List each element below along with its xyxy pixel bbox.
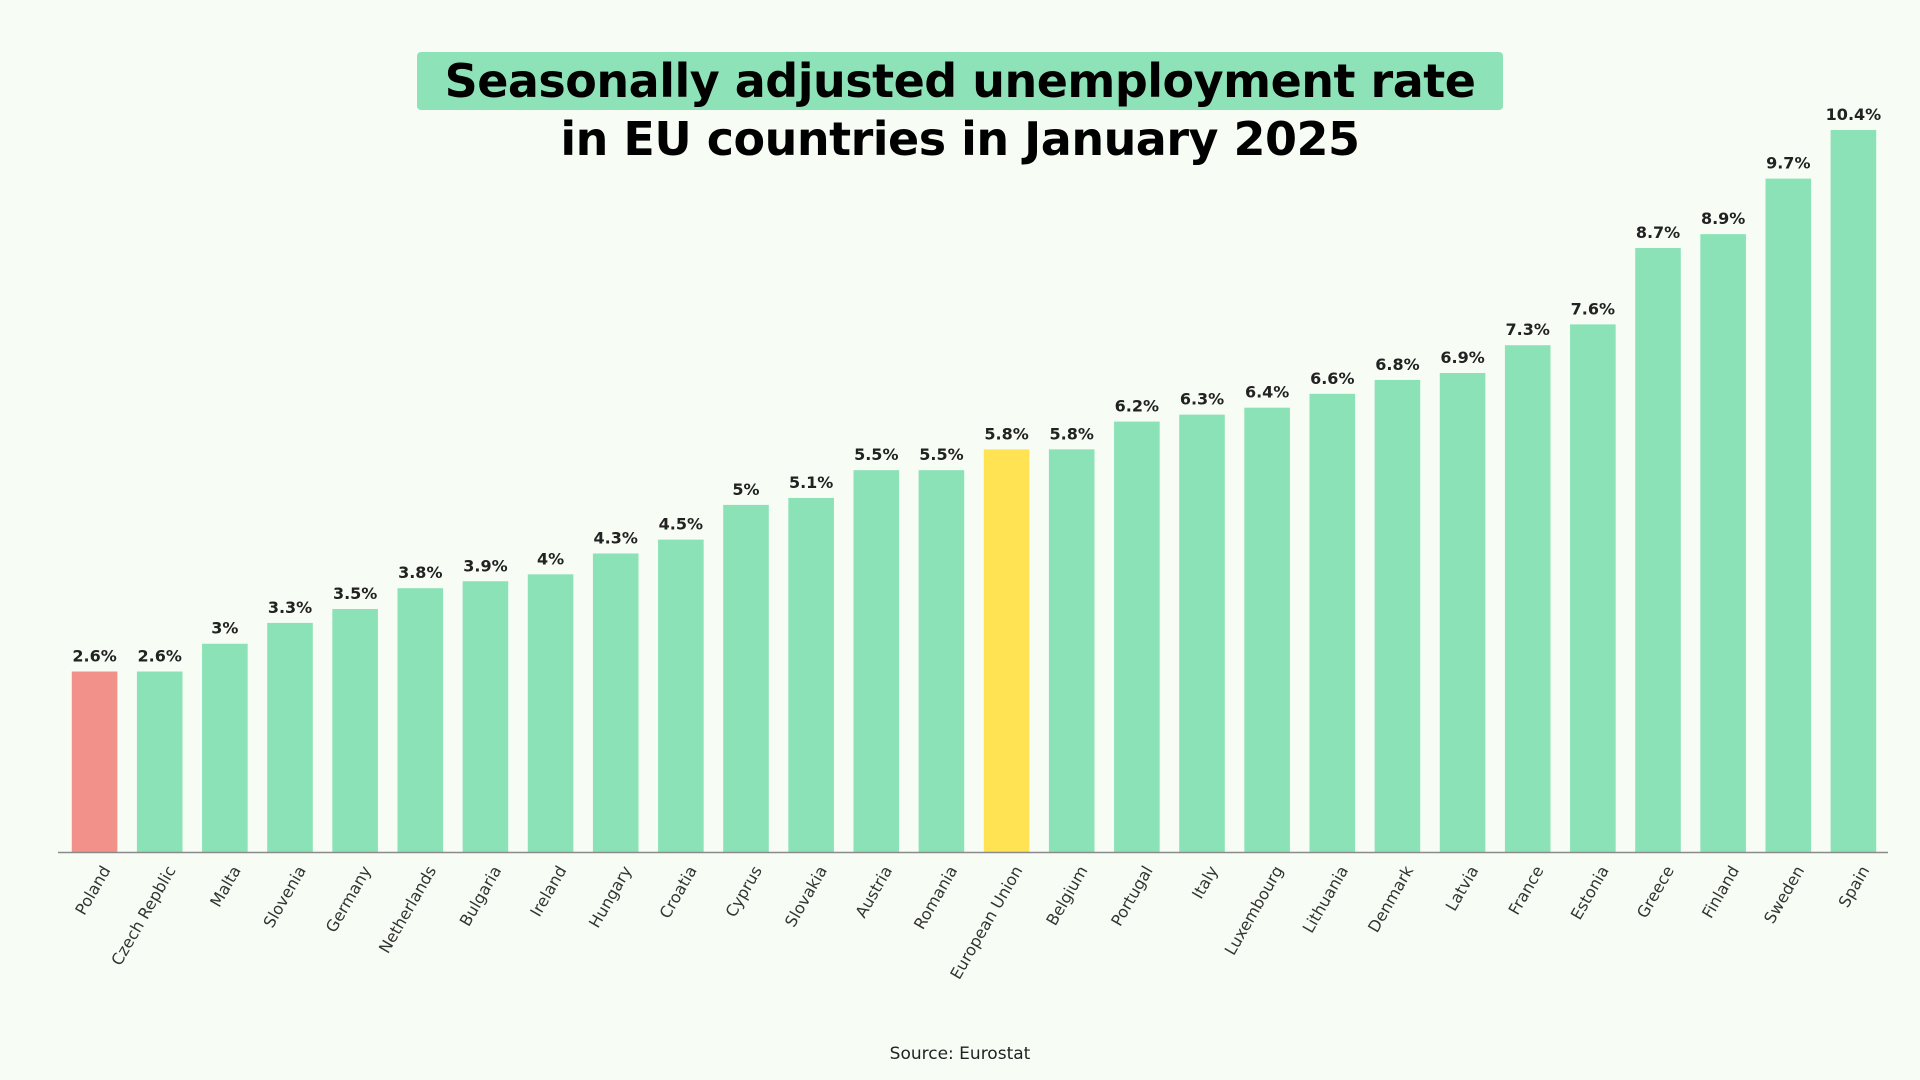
bar-chart: 2.6% 2.6% 3% 3.3% 3.5% 3.8% 3.9% 4% 4.3% 4.5% 5% 5.… bbox=[58, 105, 1888, 983]
value-label-bulgaria: 3.9% bbox=[463, 556, 507, 575]
value-label-poland: 2.6% bbox=[72, 647, 116, 666]
value-label-czech-repblic: 2.6% bbox=[138, 647, 182, 666]
bar-austria bbox=[853, 470, 900, 852]
category-label-belgium: Belgium bbox=[1042, 863, 1091, 929]
value-label-croatia: 4.5% bbox=[659, 515, 703, 534]
category-label-sweden: Sweden bbox=[1760, 863, 1808, 927]
category-label-romania: Romania bbox=[910, 863, 961, 933]
value-label-ireland: 4% bbox=[537, 549, 564, 568]
chart-title: Seasonally adjusted unemployment rate in… bbox=[0, 52, 1920, 168]
category-label-spain: Spain bbox=[1834, 863, 1873, 911]
category-label-slovenia: Slovenia bbox=[259, 863, 310, 931]
bar-poland bbox=[71, 671, 118, 852]
value-label-finland: 8.9% bbox=[1701, 209, 1745, 228]
value-label-slovakia: 5.1% bbox=[789, 473, 833, 492]
value-label-portugal: 6.2% bbox=[1115, 397, 1159, 416]
category-label-cyprus: Cyprus bbox=[721, 863, 765, 921]
value-label-austria: 5.5% bbox=[854, 445, 898, 464]
value-label-lithuania: 6.6% bbox=[1310, 369, 1354, 388]
bars-group bbox=[71, 130, 1877, 853]
category-label-denmark: Denmark bbox=[1364, 862, 1418, 936]
bar-netherlands bbox=[397, 588, 444, 852]
category-label-malta: Malta bbox=[206, 863, 245, 911]
bar-malta bbox=[202, 643, 248, 852]
category-label-lithuania: Lithuania bbox=[1299, 863, 1353, 937]
category-label-italy: Italy bbox=[1188, 863, 1222, 903]
value-labels-group: 2.6% 2.6% 3% 3.3% 3.5% 3.8% 3.9% 4% 4.3% 4.5% 5% 5.… bbox=[72, 105, 1881, 666]
chart-title-line-2: in EU countries in January 2025 bbox=[560, 112, 1360, 166]
value-label-sweden: 9.7% bbox=[1766, 154, 1810, 173]
bar-czech-repblic bbox=[136, 671, 183, 852]
bar-romania bbox=[918, 470, 965, 852]
category-label-bulgaria: Bulgaria bbox=[456, 863, 506, 930]
value-label-european-union: 5.8% bbox=[984, 424, 1028, 443]
category-label-portugal: Portugal bbox=[1107, 863, 1157, 930]
bar-italy bbox=[1179, 414, 1225, 852]
category-label-finland: Finland bbox=[1698, 863, 1743, 922]
bar-spain bbox=[1830, 130, 1877, 852]
value-label-malta: 3% bbox=[211, 619, 238, 638]
bar-finland bbox=[1700, 234, 1746, 852]
value-label-belgium: 5.8% bbox=[1050, 424, 1094, 443]
bar-croatia bbox=[658, 539, 704, 852]
value-label-greece: 8.7% bbox=[1636, 223, 1680, 242]
bar-denmark bbox=[1374, 379, 1421, 852]
bar-france bbox=[1504, 345, 1551, 852]
category-label-hungary: Hungary bbox=[585, 863, 636, 932]
value-label-netherlands: 3.8% bbox=[398, 563, 442, 582]
category-label-ireland: Ireland bbox=[526, 863, 570, 920]
bar-luxembourg bbox=[1244, 407, 1290, 852]
category-label-slovakia: Slovakia bbox=[781, 863, 831, 931]
category-label-latvia: Latvia bbox=[1442, 863, 1483, 915]
category-label-netherlands: Netherlands bbox=[375, 863, 440, 957]
category-label-czech-repblic: Czech Repblic bbox=[107, 863, 179, 969]
category-label-germany: Germany bbox=[322, 863, 375, 936]
category-label-croatia: Croatia bbox=[656, 863, 701, 922]
bar-latvia bbox=[1439, 372, 1486, 852]
bar-greece bbox=[1635, 248, 1681, 852]
category-label-luxembourg: Luxembourg bbox=[1221, 863, 1287, 959]
value-label-france: 7.3% bbox=[1506, 320, 1550, 339]
bar-germany bbox=[332, 609, 378, 852]
category-label-france: France bbox=[1505, 863, 1548, 919]
bar-hungary bbox=[592, 553, 639, 852]
value-label-estonia: 7.6% bbox=[1571, 299, 1615, 318]
category-label-estonia: Estonia bbox=[1567, 863, 1613, 924]
category-label-austria: Austria bbox=[851, 863, 896, 921]
value-label-romania: 5.5% bbox=[919, 445, 963, 464]
value-label-italy: 6.3% bbox=[1180, 390, 1224, 409]
value-label-cyprus: 5% bbox=[732, 480, 759, 499]
value-label-slovenia: 3.3% bbox=[268, 598, 312, 617]
bar-slovakia bbox=[788, 497, 834, 852]
category-label-poland: Poland bbox=[71, 863, 114, 919]
value-label-denmark: 6.8% bbox=[1375, 355, 1419, 374]
bar-ireland bbox=[527, 574, 574, 852]
bar-belgium bbox=[1048, 449, 1095, 852]
value-label-latvia: 6.9% bbox=[1440, 348, 1484, 367]
value-label-luxembourg: 6.4% bbox=[1245, 383, 1289, 402]
bar-cyprus bbox=[723, 504, 769, 852]
category-label-greece: Greece bbox=[1633, 863, 1678, 922]
bar-slovenia bbox=[267, 622, 313, 852]
chart-title-line-1: Seasonally adjusted unemployment rate bbox=[416, 52, 1504, 110]
category-label-european-union: European Union bbox=[946, 863, 1026, 983]
bar-estonia bbox=[1570, 324, 1616, 852]
value-label-germany: 3.5% bbox=[333, 584, 377, 603]
bar-lithuania bbox=[1309, 393, 1356, 852]
bar-european-union bbox=[983, 449, 1030, 852]
bar-sweden bbox=[1765, 178, 1812, 853]
value-label-hungary: 4.3% bbox=[594, 528, 638, 547]
bar-bulgaria bbox=[462, 581, 509, 852]
source-note: Source: Eurostat bbox=[889, 1044, 1031, 1064]
value-label-spain: 10.4% bbox=[1826, 105, 1882, 124]
bar-portugal bbox=[1114, 421, 1160, 852]
